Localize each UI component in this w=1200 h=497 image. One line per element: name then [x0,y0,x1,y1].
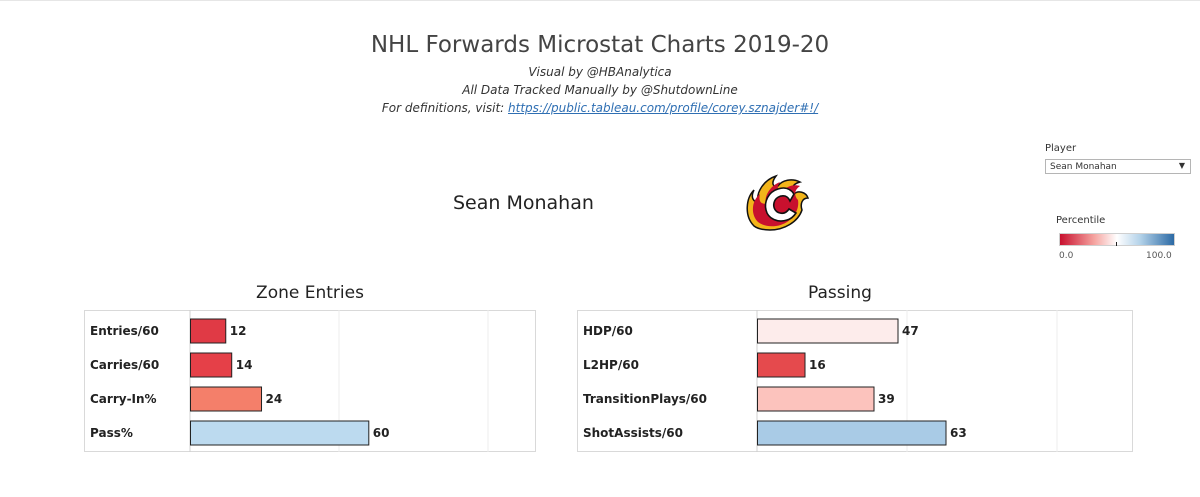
pass-bar [757,352,806,378]
percentile-color-scale [1059,233,1175,246]
data-credit: All Data Tracked Manually by @ShutdownLi… [462,83,738,97]
dropdown-caret-icon[interactable]: ▼ [1178,161,1185,170]
zone-category-label: Entries/60 [90,324,159,338]
player-name: Sean Monahan [453,192,594,214]
page-title: NHL Forwards Microstat Charts 2019-20 [370,32,830,58]
definitions-link[interactable]: https://public.tableau.com/profile/corey… [508,101,819,115]
zone-entries-title: Zone Entries [256,283,364,303]
pass-category-label: HDP/60 [583,324,633,338]
zone-entries-chart: Entries/60 12 Carries/60 14 Carry-In% 24 Pass%… [84,310,536,452]
legend-min-label: 0.0 [1059,251,1074,261]
pass-bar [757,420,947,446]
pass-category-label: TransitionPlays/60 [583,392,707,406]
definitions-line: For definitions, visit: https://public.t… [0,101,1200,115]
player-select-value: Sean Monahan [1050,162,1117,172]
zone-category-label: Carries/60 [90,358,159,372]
zone-category-label: Pass% [90,426,133,440]
player-select[interactable]: Sean Monahan ▼ [1045,159,1191,174]
legend-title: Percentile [1056,215,1106,226]
top-border [0,0,1200,1]
calgary-flames-logo [746,174,810,231]
zone-data-label: 14 [236,358,253,372]
pass-data-label: 63 [950,426,967,440]
player-filter-label: Player [1045,143,1077,154]
pass-data-label: 16 [809,358,826,372]
zone-frame [84,310,536,452]
zone-data-label: 60 [373,426,390,440]
pass-category-label: L2HP/60 [583,358,639,372]
zone-bar [190,318,227,344]
zone-bar [190,386,263,412]
definitions-prefix: For definitions, visit: [381,101,509,115]
zone-data-label: 12 [230,324,247,338]
pass-category-label: ShotAssists/60 [583,426,683,440]
legend-marker [1116,242,1117,246]
legend-max-label: 100.0 [1146,251,1172,261]
visual-credit: Visual by @HBAnalytica [528,65,672,79]
passing-title: Passing [808,283,872,303]
zone-bar [190,420,370,446]
pass-bar [757,318,899,344]
zone-category-label: Carry-In% [90,392,157,406]
zone-bar [190,352,233,378]
pass-frame [577,310,1133,452]
pass-data-label: 47 [902,324,919,338]
zone-data-label: 24 [266,392,283,406]
pass-bar [757,386,875,412]
passing-chart: HDP/60 47 L2HP/60 16 TransitionPlays/60 39 Sho… [577,310,1133,452]
pass-data-label: 39 [878,392,895,406]
